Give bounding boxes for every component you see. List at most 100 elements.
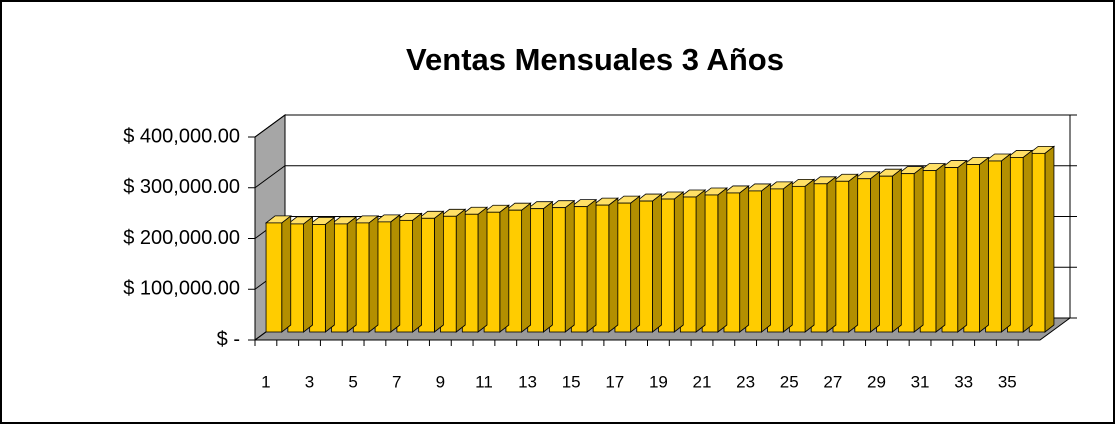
bar (940, 159, 968, 333)
bar-side (586, 198, 597, 333)
x-tick-label: 19 (649, 372, 668, 391)
x-tick-label: 21 (693, 372, 712, 391)
y-tick-label: $ 300,000.00 (123, 176, 240, 198)
bar-side (608, 197, 619, 333)
bar-side (695, 189, 706, 333)
x-tick-label: 5 (348, 372, 357, 391)
bar-side (891, 168, 902, 333)
bar (417, 210, 445, 333)
bar (352, 215, 380, 333)
bar-side (848, 173, 859, 333)
bar-side (455, 208, 466, 333)
bar-side (499, 204, 510, 333)
bar (308, 216, 336, 333)
bar (635, 193, 663, 333)
x-tick-label: 9 (436, 372, 445, 391)
bar (962, 156, 990, 333)
bar (548, 199, 576, 333)
bar (395, 212, 423, 333)
bar-side (652, 193, 662, 333)
bar-side (1044, 145, 1055, 333)
x-tick-label: 15 (562, 372, 581, 391)
x-tick-label: 33 (954, 372, 973, 391)
bar (286, 216, 314, 333)
bar (744, 183, 772, 333)
bar (1028, 145, 1056, 333)
grid-line (254, 114, 1070, 138)
bar-side (521, 202, 532, 333)
x-tick-label: 25 (780, 372, 799, 391)
bar-side (281, 215, 292, 333)
bar-side (412, 212, 422, 333)
bar-front (265, 222, 283, 333)
x-tick-label: 7 (392, 372, 401, 391)
bar-side (477, 206, 488, 333)
bar-side (1022, 149, 1033, 333)
bar (831, 173, 859, 333)
bar (919, 162, 947, 333)
bar-side (717, 187, 728, 333)
bar (504, 202, 532, 333)
bar-side (782, 181, 793, 333)
bar-side (979, 156, 989, 333)
bar-side (957, 159, 968, 333)
bar (984, 153, 1012, 333)
x-tick-label: 1 (261, 372, 270, 391)
bar (810, 175, 838, 333)
y-tick-label: $ 400,000.00 (123, 125, 240, 147)
bar (439, 208, 467, 333)
grid-line (254, 165, 1070, 189)
bar-side (804, 178, 815, 333)
bar-side (433, 210, 444, 333)
chart-title: Ventas Mensuales 3 Años (406, 42, 784, 77)
x-tick-label: 11 (475, 372, 493, 391)
bar (679, 189, 707, 333)
bar-side (935, 162, 946, 333)
bar-side (368, 215, 379, 333)
bar (264, 215, 292, 333)
bar (570, 198, 598, 333)
bar (766, 181, 794, 333)
x-tick-label: 31 (911, 372, 930, 391)
bar-side (1000, 153, 1011, 333)
bar (1006, 149, 1034, 333)
bar-side (346, 216, 357, 333)
bar (373, 214, 401, 333)
y-tick-label: $ - (217, 328, 240, 350)
bar-side (870, 170, 880, 333)
bar (875, 168, 903, 333)
bar-side (913, 165, 924, 333)
x-tick-label: 23 (736, 372, 755, 391)
bar-side (303, 216, 313, 333)
bar (591, 197, 620, 333)
bar (853, 170, 881, 333)
x-tick-label: 3 (305, 372, 314, 391)
bar-side (564, 199, 575, 333)
x-tick-label: 13 (518, 372, 537, 391)
bar (330, 216, 358, 333)
x-tick-label: 17 (605, 372, 624, 391)
bar (657, 191, 685, 333)
y-tick-label: $ 100,000.00 (123, 278, 240, 300)
bar-side (739, 185, 750, 333)
bar (461, 206, 489, 333)
bar (722, 185, 750, 333)
bar (700, 187, 729, 333)
bar-side (324, 216, 335, 333)
bar-side (826, 175, 837, 333)
bar-side (390, 214, 401, 333)
bar (482, 204, 510, 333)
bar-side (630, 195, 641, 333)
bar-side (673, 191, 684, 333)
bar (613, 195, 641, 333)
x-tick-label: 35 (998, 372, 1017, 391)
bar (788, 178, 816, 333)
bar-side (543, 200, 553, 333)
y-tick-label: $ 200,000.00 (123, 227, 240, 249)
x-tick-label: 27 (823, 372, 842, 391)
x-tick-label: 29 (867, 372, 886, 391)
bar (526, 200, 554, 333)
bar (897, 165, 925, 333)
bar-side (761, 183, 771, 333)
